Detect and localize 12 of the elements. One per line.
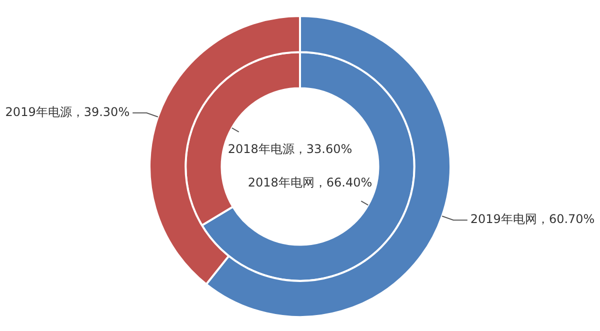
- data-label: ，60.70%: [536, 212, 595, 226]
- slice-label: 电网: [512, 212, 537, 226]
- data-label: ，39.30%: [72, 105, 130, 120]
- slice-label: 电源: [270, 142, 294, 156]
- slice-label: 2019年: [470, 212, 513, 226]
- data-label: ，66.40%: [314, 175, 372, 190]
- data-label: ，33.60%: [294, 142, 352, 156]
- slice-label: 电网: [290, 175, 314, 190]
- text: 2019年: [5, 105, 48, 120]
- slice-label: 2018年: [228, 142, 270, 156]
- text: 2018年: [248, 175, 290, 190]
- slice-label: 电源: [48, 105, 72, 120]
